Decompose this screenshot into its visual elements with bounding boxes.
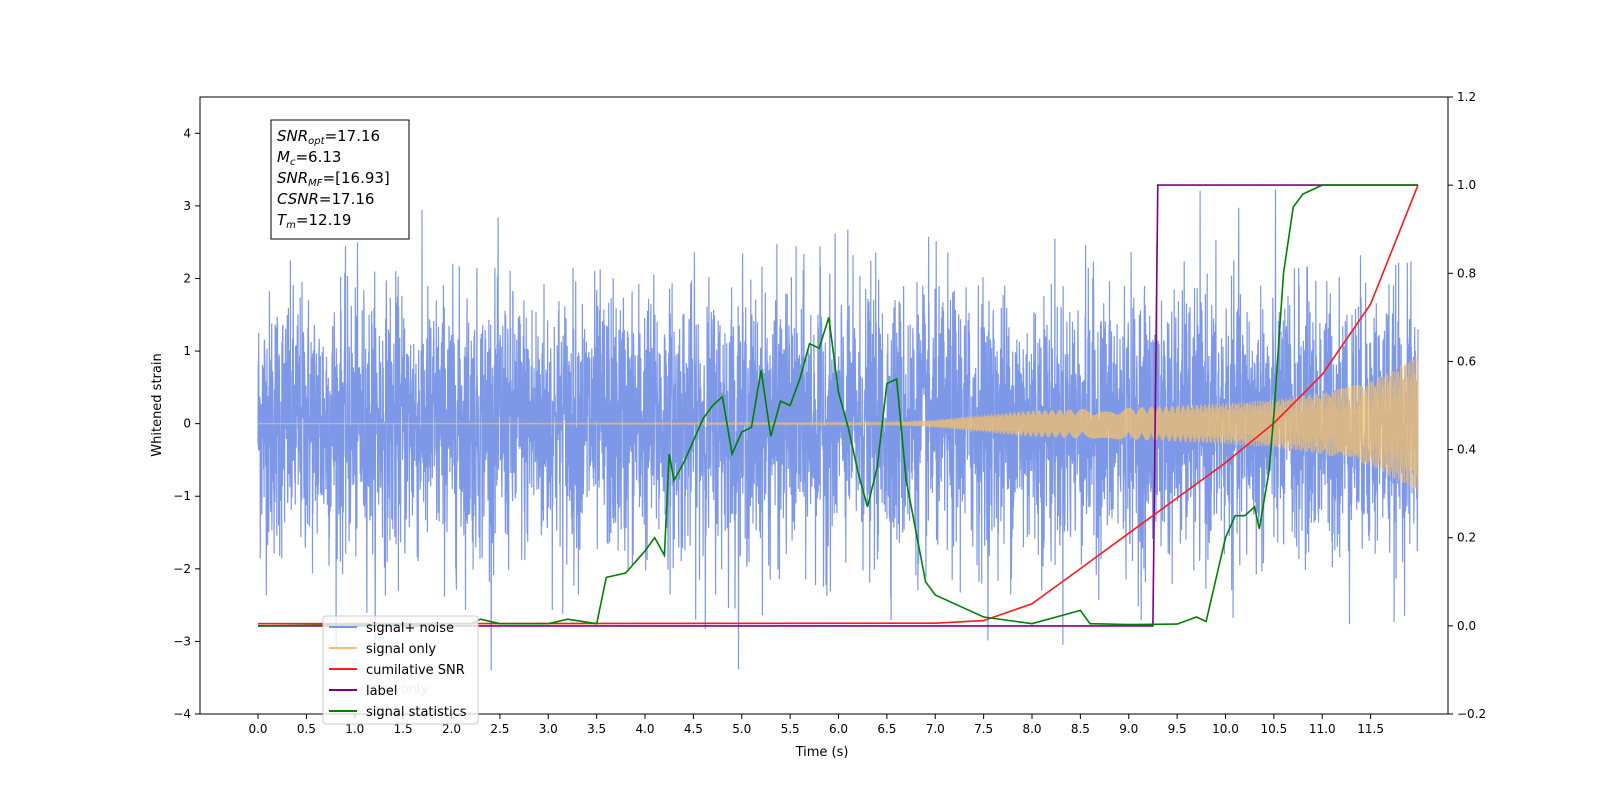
y-right-tick-label: −0.2 [1457, 707, 1486, 721]
y-axis-right: −0.2 0.0 0.2 0.4 0.6 0.8 1.0 1.2 [1448, 90, 1486, 721]
y-axis-label: Whitened strain [150, 353, 165, 456]
x-tick-label: 6.0 [829, 722, 848, 736]
x-axis-label: Time (s) [795, 745, 849, 760]
y-left-tick-label: −3 [173, 634, 191, 648]
annotation-line: SNRopt=17.16 [277, 127, 380, 147]
y-right-tick-label: 0.4 [1457, 443, 1476, 457]
x-tick-label: 1.5 [394, 722, 413, 736]
x-tick-label: 6.5 [877, 722, 896, 736]
annotation-frame [270, 119, 410, 240]
annotation-line: SNRMF=[16.93] [277, 169, 390, 189]
x-tick-label: 1.0 [345, 722, 364, 736]
y-right-tick-label: 0.2 [1457, 531, 1476, 545]
y-left-tick-label: 4 [183, 126, 191, 140]
legend-label: label [366, 684, 397, 699]
legend-label: signal+ noise [366, 621, 454, 636]
x-tick-label: 11.0 [1309, 722, 1336, 736]
series-label [258, 184, 1418, 627]
y-right-tick-label: 0.8 [1457, 266, 1476, 280]
annotation-box: SNRopt=17.16Mc=6.13SNRMF=[16.93]CSNR=17.… [270, 119, 410, 240]
x-tick-label: 3.5 [587, 722, 606, 736]
x-tick-label: 11.5 [1357, 722, 1384, 736]
y-left-tick-label: −2 [173, 562, 191, 576]
annotation-line: CSNR=17.16 [277, 190, 374, 208]
x-tick-label: 7.0 [926, 722, 945, 736]
x-tick-label: 2.0 [442, 722, 461, 736]
y-right-tick-label: 1.2 [1457, 90, 1476, 104]
x-tick-label: 10.0 [1212, 722, 1239, 736]
x-tick-label: 5.0 [732, 722, 751, 736]
x-tick-label: 8.0 [1022, 722, 1041, 736]
series-layer [257, 184, 1419, 671]
x-tick-label: 2.5 [490, 722, 509, 736]
y-left-tick-label: 0 [183, 417, 191, 431]
y-right-tick-label: 1.0 [1457, 178, 1476, 192]
series-signal-only [258, 356, 1419, 493]
x-tick-label: 5.5 [781, 722, 800, 736]
y-right-tick-label: 0.0 [1457, 619, 1476, 633]
y-left-tick-label: −4 [173, 707, 191, 721]
y-left-tick-label: −1 [173, 489, 191, 503]
legend-label: signal statistics [366, 705, 467, 720]
x-tick-label: 10.5 [1261, 722, 1288, 736]
legend-label: cumilative SNR [366, 663, 465, 678]
legend-label: signal only [366, 642, 436, 657]
x-tick-label: 8.5 [1071, 722, 1090, 736]
x-tick-label: 9.5 [1168, 722, 1187, 736]
x-tick-label: 0.0 [248, 722, 267, 736]
series-cumilative-snr [257, 184, 1419, 625]
x-tick-label: 7.5 [974, 722, 993, 736]
x-tick-label: 9.0 [1119, 722, 1138, 736]
x-tick-label: 0.5 [297, 722, 316, 736]
x-tick-label: 4.5 [684, 722, 703, 736]
y-left-tick-label: 1 [183, 344, 191, 358]
x-tick-label: 4.0 [635, 722, 654, 736]
y-left-tick-label: 3 [183, 199, 191, 213]
annotation-line: Tm=12.19 [277, 211, 351, 231]
x-axis: 0.0 0.5 1.0 1.5 2.0 2.5 3.0 3.5 4.0 4.5 5.0 5.5 6.0 6… [248, 714, 1384, 736]
plot-frame [199, 96, 1449, 715]
annotation-line: Mc=6.13 [277, 148, 341, 168]
legend-frame [322, 615, 479, 725]
x-tick-label: 3.0 [539, 722, 558, 736]
series-signal-statistics [257, 184, 1418, 627]
y-left-tick-label: 2 [183, 271, 191, 285]
y-axis-left: −4 −3 −2 −1 0 1 2 3 4 [173, 126, 200, 721]
y-right-tick-label: 0.6 [1457, 354, 1476, 368]
